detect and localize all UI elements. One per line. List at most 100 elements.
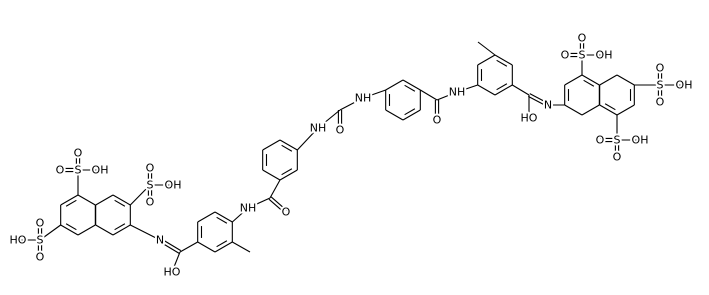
atom-label: NH	[449, 86, 466, 99]
bond	[60, 224, 79, 236]
bond	[362, 89, 386, 99]
bond	[529, 93, 550, 105]
bond	[214, 211, 233, 223]
bond	[232, 241, 251, 253]
atom-label: S	[579, 49, 586, 62]
bond	[404, 84, 416, 92]
bond	[114, 223, 126, 231]
bond	[402, 79, 421, 91]
bond	[281, 144, 293, 152]
atom-labels: SOOOHSOOOHSOOOHNHONHONHONHONHNHOSOOOHSOO…	[8, 30, 695, 281]
bond	[77, 194, 96, 206]
bond	[214, 241, 233, 253]
atom-label: OH	[632, 134, 649, 147]
bond	[197, 211, 216, 223]
bond	[129, 184, 151, 206]
atom-label: O	[74, 147, 83, 160]
atom-label: OH	[676, 79, 693, 92]
bond	[581, 104, 600, 116]
bond	[197, 241, 216, 253]
bond	[494, 54, 513, 66]
bond	[436, 91, 458, 101]
bond	[527, 95, 548, 107]
bond	[279, 139, 298, 151]
bond	[385, 79, 404, 91]
bond	[420, 89, 438, 101]
bond	[339, 97, 364, 111]
bond	[616, 74, 635, 86]
atom-label: O	[578, 32, 587, 45]
atom-label: O	[36, 217, 45, 230]
atom-label: O	[613, 151, 622, 164]
bond	[281, 168, 293, 176]
bond	[112, 194, 131, 206]
bond	[262, 139, 281, 151]
bond	[231, 207, 249, 223]
bond	[456, 84, 478, 93]
atom-label: OH	[92, 164, 109, 177]
atom-label: O	[56, 164, 65, 177]
bond	[77, 224, 96, 236]
bond	[616, 104, 635, 116]
bond	[216, 240, 228, 248]
atom-label: NH	[355, 92, 372, 105]
bond	[296, 127, 319, 151]
atom-label: O	[36, 251, 45, 264]
bond	[564, 104, 583, 116]
atom-label: O	[282, 206, 291, 219]
bonds	[18, 38, 684, 273]
bond	[404, 108, 416, 116]
bond	[477, 41, 496, 56]
bond	[247, 197, 271, 209]
bond	[385, 109, 404, 121]
atom-label: O	[596, 134, 605, 147]
atom-label: N	[544, 99, 552, 112]
atom-label: S	[75, 164, 82, 177]
atom-label: HO	[521, 112, 538, 125]
bond	[158, 240, 180, 254]
bond	[160, 238, 182, 252]
bond	[39, 224, 62, 241]
atom-label: O	[433, 114, 442, 127]
atom-label: HO	[164, 266, 181, 279]
bond	[402, 109, 421, 121]
bond	[65, 223, 77, 231]
atom-label: O	[336, 124, 345, 137]
bond	[583, 79, 595, 87]
bond	[581, 74, 600, 86]
atom-label: NH	[310, 122, 327, 135]
atom-label: O	[146, 196, 155, 209]
bond	[279, 169, 298, 181]
bond	[269, 179, 281, 199]
bond	[130, 224, 161, 241]
bond	[599, 74, 618, 86]
bond	[512, 84, 530, 96]
bond	[216, 216, 228, 224]
bond	[95, 194, 114, 206]
bond	[65, 199, 77, 207]
bond	[179, 241, 198, 253]
bond	[599, 104, 618, 116]
bond	[477, 84, 496, 96]
atom-label: N	[156, 234, 164, 247]
bond	[114, 199, 126, 207]
atom-label: OH	[165, 179, 182, 192]
atom-label: S	[147, 179, 154, 192]
atom-label: OH	[596, 49, 613, 62]
bond	[494, 84, 513, 96]
bond	[564, 74, 583, 86]
bond	[604, 103, 616, 111]
bond	[268, 198, 286, 214]
atom-label: S	[37, 234, 44, 247]
bond	[317, 109, 341, 129]
bond	[171, 251, 181, 273]
bond	[477, 54, 496, 66]
atom-label: O	[656, 62, 665, 75]
bond	[95, 224, 114, 236]
atom-label: O	[146, 162, 155, 175]
atom-label: HO	[10, 234, 27, 247]
atom-label: S	[614, 134, 621, 147]
bond	[262, 169, 281, 181]
atom-label: O	[656, 96, 665, 109]
